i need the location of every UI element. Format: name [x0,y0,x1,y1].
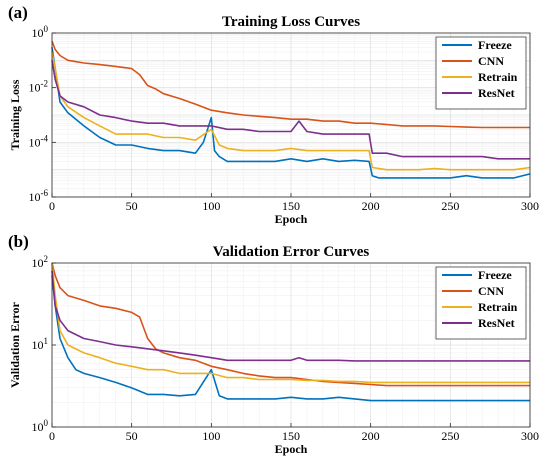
x-tick-label: 0 [49,429,55,443]
x-tick-label: 100 [202,429,220,443]
chart-panel-a: (a) Training Loss Curves 0 50 100 150 200 250 30… [8,3,539,226]
panel-label: (a) [8,3,28,22]
y-axis-label: Training Loss [8,79,22,150]
x-tick-label: 0 [49,199,55,213]
x-tick-label: 150 [282,199,300,213]
series-line-freeze [51,47,531,179]
x-axis-label: Epoch [275,212,308,226]
legend-label-cnn: CNN [478,284,504,298]
y-tick-label: 101 [32,336,49,352]
legend-label-resnet: ResNet [478,86,515,100]
y-tick-label: 10-2 [29,79,49,95]
legend-label-freeze: Freeze [478,38,512,52]
y-tick-label: 10-4 [29,133,49,149]
series-line-resnet [51,270,530,362]
x-tick-label: 100 [202,199,220,213]
x-tick-label: 300 [521,199,539,213]
x-tick-label: 250 [441,429,459,443]
series-line-cnn [51,262,530,387]
x-tick-label: 200 [362,429,380,443]
chart-title: Validation Error Curves [213,244,370,260]
y-tick-label: 100 [32,24,49,40]
legend: Freeze CNN Retrain ResNet [435,266,527,340]
legend: Freeze CNN Retrain ResNet [435,36,527,110]
series-line-retrain [51,51,531,171]
legend-label-cnn: CNN [478,54,504,68]
y-tick-label: 10-6 [29,188,49,204]
y-tick-label: 102 [32,254,49,270]
legend-label-freeze: Freeze [478,268,512,282]
chart-title: Training Loss Curves [222,14,360,30]
legend-label-resnet: ResNet [478,316,515,330]
x-tick-label: 200 [362,199,380,213]
y-axis-label: Validation Error [8,301,22,387]
legend-label-retrain: Retrain [478,300,518,314]
legend-box [435,266,527,340]
legend-box [435,36,527,110]
y-tick-label: 100 [32,418,49,434]
x-tick-label: 300 [521,429,539,443]
series-line-freeze [51,275,530,402]
x-tick-label: 150 [282,429,300,443]
x-tick-label: 50 [126,429,138,443]
series-line-resnet [51,60,530,160]
chart-panel-b: (b) Validation Error Curves 0 50 100 150 200 25… [8,232,539,456]
series-line-cnn [51,40,530,129]
x-tick-label: 50 [126,199,138,213]
x-tick-label: 250 [441,199,459,213]
x-axis-label: Epoch [275,442,308,456]
series-line-retrain [51,262,530,384]
legend-label-retrain: Retrain [478,70,518,84]
panel-label: (b) [8,232,29,251]
